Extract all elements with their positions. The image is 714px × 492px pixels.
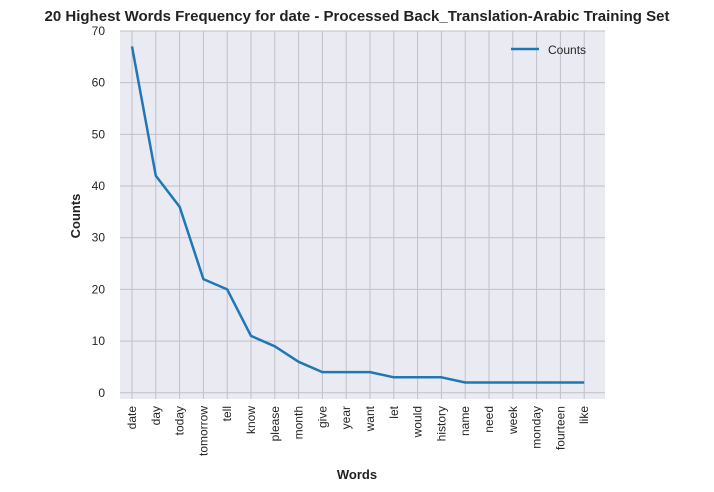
x-tick-label: monday [530,406,544,449]
plot-area [120,31,605,399]
x-tick-label: tomorrow [196,406,210,456]
x-tick-label: need [482,406,496,433]
y-tick-label: 10 [92,334,106,348]
x-axis-label: Words [337,467,377,482]
x-tick-label: day [149,406,163,425]
y-tick-label: 50 [92,127,106,141]
x-tick-label: date [125,406,139,430]
x-tick-label: name [458,406,472,436]
x-tick-label: please [268,406,282,442]
x-tick-label: tell [220,406,234,421]
x-tick-label: give [315,406,329,428]
y-tick-label: 60 [92,76,106,90]
x-tick-label: history [434,406,448,441]
y-tick-label: 40 [92,179,106,193]
x-tick-label: let [387,405,401,418]
x-tick-label: today [173,406,187,435]
x-tick-label: would [411,406,425,438]
x-tick-label: like [577,406,591,424]
y-tick-label: 20 [92,282,106,296]
y-tick-label: 70 [92,24,106,38]
x-tick-label: fourteen [553,406,567,450]
grid-lines [120,30,605,399]
x-axis-ticks: date day today tomorrow tell know please month g… [125,405,591,456]
x-tick-label: year [339,406,353,429]
y-axis-ticks: 0 10 20 30 40 50 60 70 [92,24,106,400]
legend: Counts [511,43,586,57]
series-line-counts [130,46,585,384]
y-axis-label: Counts [68,194,83,239]
legend-label: Counts [548,43,586,57]
x-tick-label: know [244,406,258,434]
y-tick-label: 30 [92,231,106,245]
x-tick-label: want [363,405,377,432]
x-tick-label: week [506,405,520,435]
y-tick-label: 0 [98,386,105,400]
x-tick-label: month [292,406,306,439]
chart-title: 20 Highest Words Frequency for date - Pr… [45,8,670,25]
